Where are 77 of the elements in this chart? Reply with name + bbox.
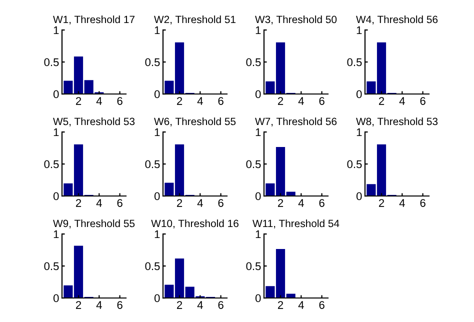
x-tick-label: 4 <box>96 199 102 207</box>
y-tick-label: 0 <box>53 294 59 302</box>
x-tick-label: 4 <box>96 301 102 309</box>
x-tick-label: 4 <box>197 199 203 207</box>
x-tick-label: 6 <box>319 97 324 105</box>
y-tick-label: 1 <box>356 128 362 136</box>
x-tick-label: 2 <box>378 199 384 207</box>
y-tick-label: 0.5 <box>145 262 160 270</box>
y-tick-label: 0.5 <box>44 58 59 66</box>
y-tick-label: 0.5 <box>246 262 261 270</box>
y-tick-label: 0.5 <box>145 58 160 66</box>
y-tick-label: 0.5 <box>246 160 261 168</box>
x-tick-label: 4 <box>197 301 203 309</box>
x-tick-label: 2 <box>176 199 182 207</box>
y-tick-label: 1 <box>54 26 59 34</box>
y-tick-label: 1 <box>256 230 261 238</box>
y-tick-label: 1 <box>154 26 160 34</box>
y-tick-label: 0.5 <box>347 160 362 168</box>
x-tick-label: 2 <box>76 301 82 309</box>
x-tick-label: 6 <box>117 301 122 309</box>
x-tick-label: 6 <box>218 199 224 207</box>
y-tick-label: 0 <box>154 90 160 98</box>
x-tick-label: 4 <box>399 97 405 105</box>
chart-title: W5, Threshold 53 <box>53 118 135 126</box>
chart-title: W4, Threshold 56 <box>356 16 438 24</box>
y-tick-label: 0 <box>53 90 59 98</box>
y-tick-label: 0 <box>255 90 261 98</box>
y-tick-label: 1 <box>154 128 160 136</box>
y-tick-label: 1 <box>256 128 261 136</box>
y-tick-label: 0.5 <box>246 58 261 66</box>
y-tick-label: 1 <box>256 26 261 34</box>
y-tick-label: 0 <box>53 192 59 200</box>
y-tick-label: 1 <box>54 230 59 238</box>
y-tick-label: 0.5 <box>44 262 59 270</box>
x-tick-label: 4 <box>298 301 304 309</box>
x-tick-label: 2 <box>278 301 284 309</box>
y-tick-label: 0 <box>154 192 160 200</box>
x-tick-label: 2 <box>76 97 82 105</box>
x-tick-label: 6 <box>319 199 324 207</box>
x-tick-label: 2 <box>176 301 182 309</box>
chart-title: W10, Threshold 16 <box>151 220 238 228</box>
y-tick-label: 1 <box>356 26 362 34</box>
x-tick-label: 6 <box>420 97 426 105</box>
x-tick-label: 4 <box>298 199 304 207</box>
y-tick-label: 0.5 <box>347 58 362 66</box>
chart-title: W3, Threshold 50 <box>255 16 337 24</box>
chart-title: W11, Threshold 54 <box>252 220 340 228</box>
x-tick-label: 6 <box>117 199 122 207</box>
y-tick-label: 0 <box>356 90 362 98</box>
x-tick-label: 6 <box>420 199 426 207</box>
y-tick-label: 0 <box>255 294 261 302</box>
x-tick-label: 4 <box>298 97 304 105</box>
x-tick-label: 6 <box>218 97 224 105</box>
y-tick-label: 1 <box>54 128 59 136</box>
chart-title: W7, Threshold 56 <box>255 118 337 126</box>
y-tick-label: 0 <box>154 294 160 302</box>
y-tick-label: 0 <box>356 192 362 200</box>
chart-title: W6, Threshold 55 <box>154 118 236 126</box>
y-tick-label: 0.5 <box>44 160 59 168</box>
y-tick-label: 1 <box>154 230 160 238</box>
x-tick-label: 2 <box>76 199 82 207</box>
chart-title: W2, Threshold 51 <box>154 16 236 24</box>
x-tick-label: 6 <box>319 301 324 309</box>
x-tick-label: 2 <box>278 199 284 207</box>
x-tick-label: 2 <box>378 97 384 105</box>
x-tick-label: 4 <box>96 97 102 105</box>
chart-title: W9, Threshold 55 <box>53 220 135 228</box>
y-tick-label: 0.5 <box>145 160 160 168</box>
chart-title: W1, Threshold 17 <box>53 16 134 24</box>
x-tick-label: 2 <box>278 97 284 105</box>
y-tick-label: 0 <box>255 192 261 200</box>
x-tick-label: 2 <box>176 97 182 105</box>
x-tick-label: 4 <box>197 97 203 105</box>
x-tick-label: 6 <box>218 301 224 309</box>
x-tick-label: 4 <box>399 199 405 207</box>
chart-title: W8, Threshold 53 <box>356 118 438 126</box>
x-tick-label: 6 <box>117 97 122 105</box>
